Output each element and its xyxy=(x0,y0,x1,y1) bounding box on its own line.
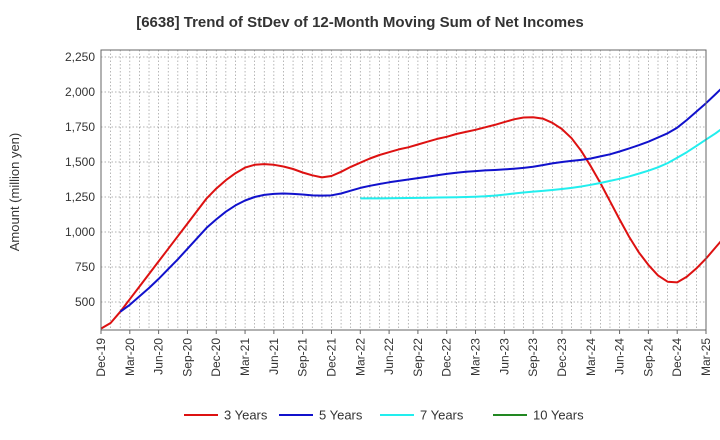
x-tick-label: Dec-22 xyxy=(440,338,454,377)
y-tick-label: 500 xyxy=(75,295,95,309)
x-tick-label: Mar-23 xyxy=(469,338,483,376)
plot-border xyxy=(100,49,707,331)
series-line-5-years xyxy=(119,88,720,313)
grid-layer xyxy=(101,50,706,330)
x-tick-label: Sep-23 xyxy=(526,338,540,377)
series-line-3-years xyxy=(100,116,720,330)
x-tick-label: Jun-21 xyxy=(267,338,281,375)
legend-label-7-years: 7 Years xyxy=(420,408,464,423)
x-tick-label: Dec-20 xyxy=(209,338,223,377)
y-tick-label: 1,500 xyxy=(65,155,95,169)
x-tick-label: Dec-21 xyxy=(324,338,338,377)
legend-label-10-years: 10 Years xyxy=(533,408,584,423)
legend: 3 Years 5 Years 7 Years 10 Years xyxy=(184,408,584,423)
x-tick-label: Jun-23 xyxy=(497,338,511,375)
x-tick-label: Mar-20 xyxy=(123,338,137,376)
y-tick-label: 1,000 xyxy=(65,225,95,239)
x-tick-label: Sep-20 xyxy=(180,338,194,377)
x-tick-label: Mar-24 xyxy=(584,338,598,376)
x-tick-label: Sep-21 xyxy=(296,338,310,377)
x-tick-label: Sep-22 xyxy=(411,338,425,377)
x-tick-label: Mar-22 xyxy=(353,338,367,376)
x-tick-label: Dec-24 xyxy=(670,338,684,377)
chart-title: [6638] Trend of StDev of 12-Month Moving… xyxy=(136,14,584,31)
y-tick-label: 1,750 xyxy=(65,120,95,134)
x-tick-label: Dec-19 xyxy=(94,338,108,377)
legend-label-3-years: 3 Years xyxy=(224,408,268,423)
legend-label-5-years: 5 Years xyxy=(319,408,363,423)
series-line-7-years xyxy=(360,128,720,200)
x-tick-label: Jun-22 xyxy=(382,338,396,375)
y-tick-label: 2,250 xyxy=(65,50,95,64)
x-tick-label: Jun-20 xyxy=(152,338,166,375)
x-tick-label: Sep-24 xyxy=(641,338,655,377)
y-tick-label: 2,000 xyxy=(65,85,95,99)
x-tick-label: Dec-23 xyxy=(555,338,569,377)
series-layer xyxy=(100,88,720,330)
x-tick-label: Mar-25 xyxy=(699,338,713,376)
y-tick-label: 1,250 xyxy=(65,190,95,204)
y-axis-title: Amount (million yen) xyxy=(7,133,22,252)
axis-layer: 500 750 1,000 1,250 1,500 1,750 2,000 2,250 Dec-… xyxy=(65,49,713,377)
x-tick-label: Mar-21 xyxy=(238,338,252,376)
x-tick-label: Jun-24 xyxy=(613,338,627,375)
y-tick-label: 750 xyxy=(75,260,95,274)
